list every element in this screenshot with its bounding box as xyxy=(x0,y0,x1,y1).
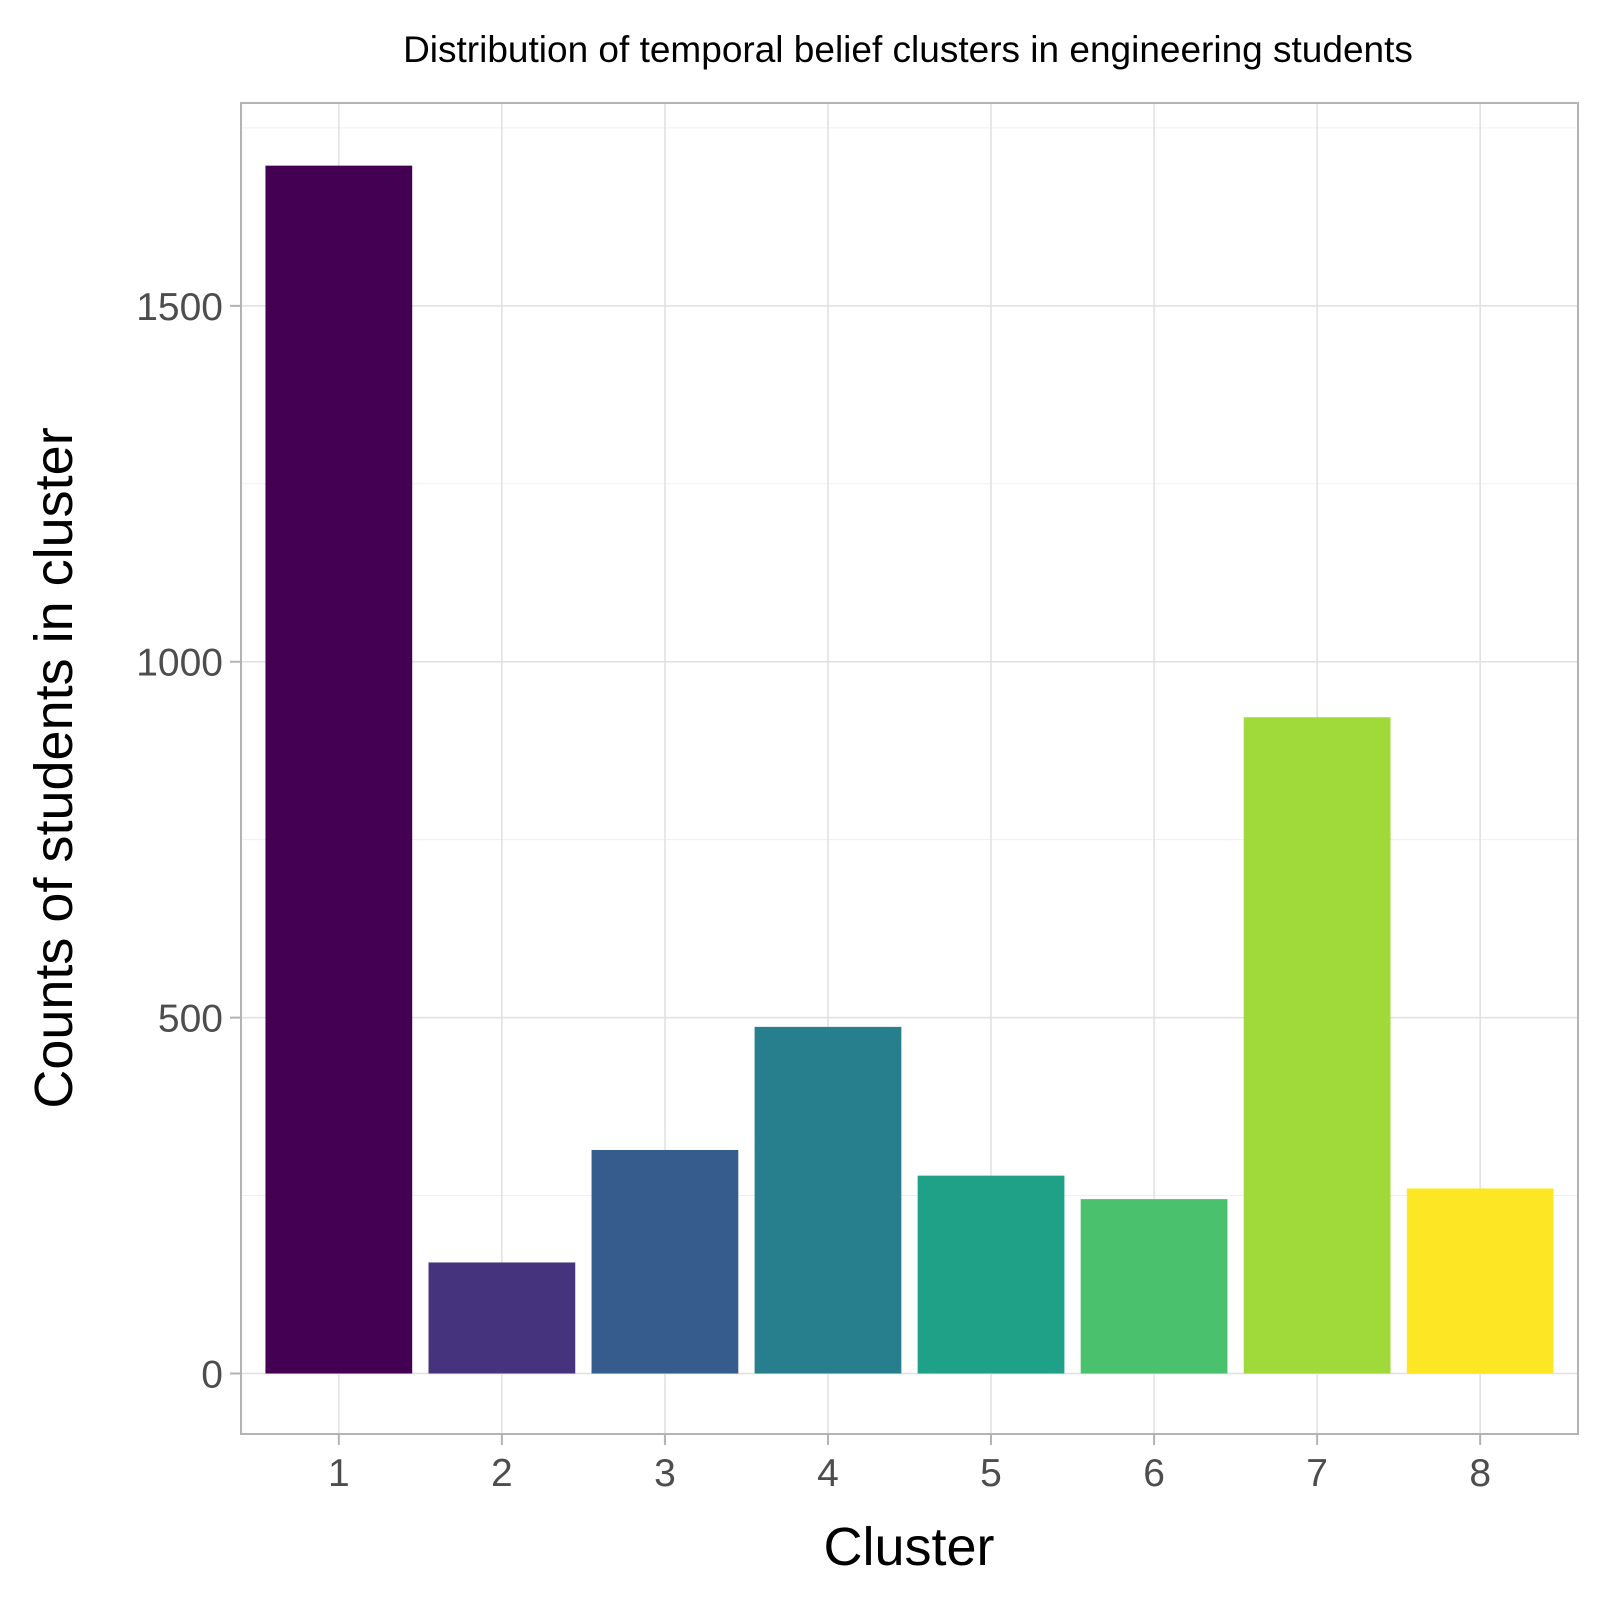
x-tick-label: 8 xyxy=(1469,1452,1491,1495)
bar-cluster-3 xyxy=(591,1150,739,1374)
bar-cluster-4 xyxy=(754,1026,902,1374)
y-axis-title: Counts of students in cluster xyxy=(24,427,84,1108)
y-tick-label: 1000 xyxy=(136,642,223,685)
bar-cluster-1 xyxy=(265,165,413,1374)
y-tick-label: 500 xyxy=(158,998,223,1041)
bars xyxy=(265,165,1554,1374)
x-axis-title: Cluster xyxy=(823,1517,994,1577)
plot-panel-border xyxy=(240,102,1579,1435)
x-tick-label: 6 xyxy=(1143,1452,1165,1495)
bar-cluster-2 xyxy=(428,1262,576,1374)
y-tick-label: 0 xyxy=(201,1354,223,1397)
x-tick-label: 2 xyxy=(491,1452,513,1495)
x-tick-label: 1 xyxy=(328,1452,350,1495)
x-tick-label: 5 xyxy=(980,1452,1002,1495)
y-tick-label: 1500 xyxy=(136,286,223,329)
x-tick-label: 7 xyxy=(1306,1452,1328,1495)
x-tick-label: 3 xyxy=(654,1452,676,1495)
bar-cluster-6 xyxy=(1080,1199,1228,1374)
bar-cluster-7 xyxy=(1243,717,1391,1374)
chart-title: Distribution of temporal belief clusters… xyxy=(403,29,1413,70)
x-axis: 1 2 3 4 5 6 7 8 xyxy=(328,1434,1491,1495)
y-axis: 0 500 1000 1500 xyxy=(136,286,241,1397)
bar-cluster-8 xyxy=(1406,1188,1554,1374)
x-tick-label: 4 xyxy=(817,1452,839,1495)
bar-cluster-5 xyxy=(917,1175,1065,1374)
